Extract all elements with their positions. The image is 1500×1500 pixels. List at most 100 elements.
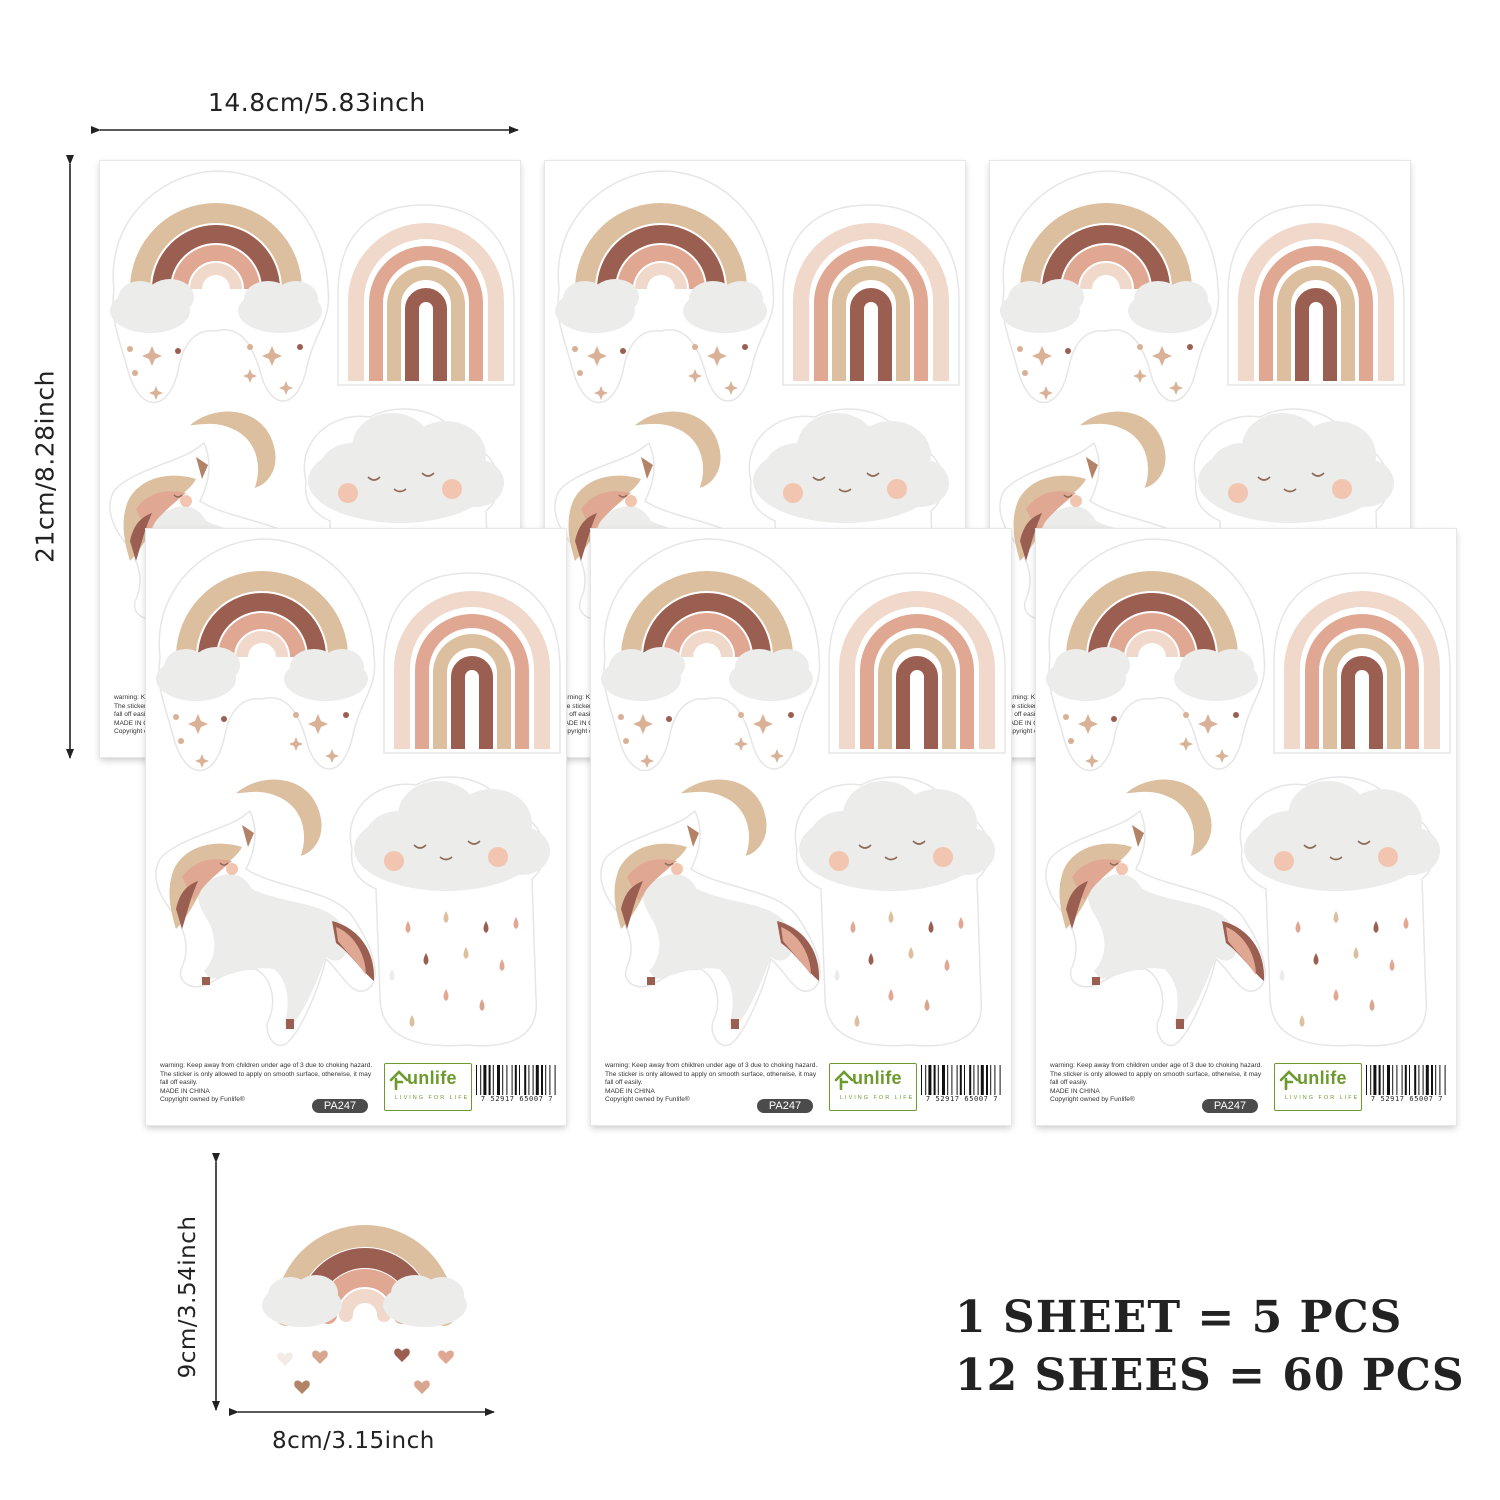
rainbow-sticker xyxy=(782,204,960,386)
moon-sticker xyxy=(1065,405,1172,495)
sheet-footer-text: warning: Keep away from children under a… xyxy=(160,1062,375,1105)
barcode-bar xyxy=(1370,1065,1372,1095)
warning-line: warning: Keep away from children under a… xyxy=(605,1062,794,1069)
warning-line: otherwise, it may fall off easily. xyxy=(1050,1070,1262,1087)
cloud-rain-sticker xyxy=(794,776,995,1047)
barcode-bar xyxy=(980,1065,984,1095)
piece-width-label: 8cm/3.15inch xyxy=(272,1428,435,1454)
rainbow-sticker xyxy=(1227,204,1405,386)
unicorn-sticker xyxy=(1045,809,1266,1047)
barcode-bar xyxy=(1418,1065,1420,1095)
sticker-sheet: warning: Keep away from children under a… xyxy=(1036,529,1456,1125)
rainbow-cloud-sticker xyxy=(555,170,775,403)
barcode-bar xyxy=(973,1065,975,1095)
barcode-bar xyxy=(1435,1065,1437,1095)
barcode-bar xyxy=(933,1065,936,1095)
sheet-height-label: 21cm/8.28inch xyxy=(30,370,60,563)
sticker-sheet: warning: Keep away from children under a… xyxy=(591,529,1011,1125)
barcode-bar xyxy=(1378,1065,1381,1095)
barcode-bar xyxy=(480,1065,482,1095)
barcode-bar xyxy=(532,1065,534,1095)
origin-text: MADE IN CHINA xyxy=(559,719,609,727)
brand-tagline: LIVING FOR LIFE xyxy=(395,1095,470,1101)
warning-line: warning: Keep away from children under a… xyxy=(1050,1062,1239,1069)
barcode-bar xyxy=(956,1065,958,1095)
barcode-bar xyxy=(1366,1065,1367,1095)
barcode-bar xyxy=(528,1065,530,1095)
rainbow-sticker xyxy=(337,204,515,386)
barcode-bar xyxy=(506,1065,508,1095)
barcode-bar xyxy=(969,1065,972,1095)
barcode-bar xyxy=(1409,1065,1410,1095)
barcode xyxy=(476,1065,556,1095)
barcode-bar xyxy=(1392,1065,1394,1095)
warning-line: hazard. The sticker is only allowed to a… xyxy=(1050,1062,1263,1078)
warning-text: warning: Keep away from children under a… xyxy=(1050,1062,1265,1088)
barcode-bar xyxy=(497,1065,500,1095)
barcode-bar xyxy=(937,1065,939,1095)
product-code-badge: PA247 xyxy=(757,1099,813,1113)
sticker-artwork xyxy=(155,538,561,1047)
barcode-digits: 7 52917 65007 7 xyxy=(1364,1095,1450,1103)
barcode-bar xyxy=(519,1065,520,1095)
rainbow-cloud-sticker xyxy=(156,538,376,771)
origin-text: MADE IN CHINA xyxy=(1050,1087,1100,1095)
rainbow-cloud-sticker xyxy=(1046,538,1266,771)
barcode-bar xyxy=(999,1065,1001,1095)
barcode-bar xyxy=(514,1065,517,1095)
rainbow-cloud-sticker xyxy=(110,170,330,403)
rainbow-sticker xyxy=(1273,572,1451,754)
house-logo-icon xyxy=(389,1070,409,1090)
barcode-bar xyxy=(535,1065,539,1095)
copyright-text: Copyright owned by Funlife® xyxy=(605,1096,690,1104)
warning-text: warning: Keep away from children under a… xyxy=(160,1062,375,1088)
brand-tagline: LIVING FOR LIFE xyxy=(1285,1095,1360,1101)
barcode-bar xyxy=(1425,1065,1429,1095)
barcode-bar xyxy=(1414,1065,1417,1095)
barcode-bar xyxy=(488,1065,491,1095)
rainbow-sticker xyxy=(828,572,1006,754)
warning-line: hazard. The sticker is only allowed to a… xyxy=(160,1062,373,1078)
moon-sticker xyxy=(666,773,773,863)
barcode-bar xyxy=(549,1065,551,1095)
barcode-bar xyxy=(928,1065,932,1095)
barcode-bar xyxy=(986,1065,988,1095)
product-code-badge: PA247 xyxy=(312,1099,368,1113)
barcode-bar xyxy=(990,1065,992,1095)
warning-line: warning: Keep away from children under a… xyxy=(160,1062,349,1069)
barcode-bar xyxy=(1382,1065,1384,1095)
piece-height-label: 9cm/3.54inch xyxy=(175,1215,201,1379)
barcode-bar xyxy=(524,1065,527,1095)
moon-sticker xyxy=(620,405,727,495)
barcode-digits: 7 52917 65007 7 xyxy=(474,1095,560,1103)
cloud-rain-sticker xyxy=(1239,776,1440,1047)
sticker-sheet: warning: Keep away from children under a… xyxy=(100,161,520,757)
copyright-text: Copyright owned by Funlife® xyxy=(160,1096,245,1104)
rainbow-cloud-sticker xyxy=(601,538,821,771)
warning-line: otherwise, it may fall off easily. xyxy=(605,1070,817,1087)
barcode-bar xyxy=(502,1065,504,1095)
unicorn-sticker xyxy=(600,809,821,1047)
barcode xyxy=(1366,1065,1446,1095)
barcode-bar xyxy=(1422,1065,1424,1095)
warning-line: otherwise, it may fall off easily. xyxy=(160,1070,372,1087)
barcode-digits: 7 52917 65007 7 xyxy=(919,1095,1005,1103)
sticker-artwork xyxy=(1045,538,1451,1047)
origin-text: MADE IN CHINA xyxy=(605,1087,655,1095)
sheet-width-label: 14.8cm/5.83inch xyxy=(208,88,426,117)
barcode-bar xyxy=(545,1065,547,1095)
barcode-bar xyxy=(476,1065,477,1095)
barcode-bar xyxy=(554,1065,556,1095)
barcode-bar xyxy=(1439,1065,1441,1095)
rainbow-sticker xyxy=(383,572,561,754)
barcode xyxy=(921,1065,1001,1095)
sticker-artwork xyxy=(600,538,1006,1047)
count-line-2: 12 SHEES = 60 PCS xyxy=(955,1350,1465,1401)
count-line-1: 1 SHEET = 5 PCS xyxy=(955,1292,1403,1343)
origin-text: MADE IN CHINA xyxy=(114,719,164,727)
sheet-footer-text: warning: Keep away from children under a… xyxy=(1050,1062,1265,1105)
rainbow-cloud-sticker xyxy=(1000,170,1220,403)
barcode-bar xyxy=(1401,1065,1403,1095)
copyright-text: Copyright owned by Funlife® xyxy=(1050,1096,1135,1104)
moon-sticker xyxy=(1111,773,1218,863)
